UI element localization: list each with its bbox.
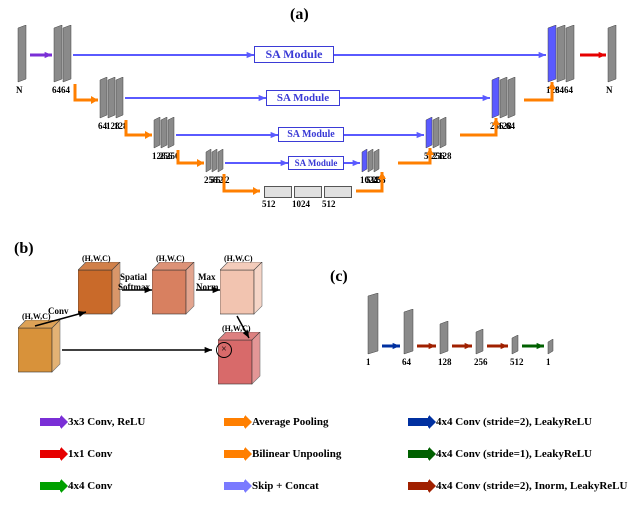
panel_a-label: (a)	[290, 6, 309, 24]
panelc-label-2: 128	[438, 357, 452, 367]
panel_c-label: (c)	[330, 268, 348, 286]
dec-up-1	[390, 140, 438, 171]
arrow-input	[22, 47, 60, 63]
sa-module-0: SA Module	[254, 46, 334, 63]
enc-label-5-1: 1024	[292, 199, 310, 209]
panelb-b3-label: (H,W,C)	[224, 254, 253, 263]
legend-text: 4x4 Conv (stride=2), Inorm, LeakyReLU	[436, 480, 627, 492]
arrowhead-icon	[429, 479, 436, 493]
panelb-b1-label: (H,W,C)	[82, 254, 111, 263]
dec-label-4-0: N	[606, 85, 613, 95]
legend-arrow-icon	[408, 418, 430, 426]
legend-item-1: 1x1 Conv	[40, 448, 112, 460]
enc-pool-1	[118, 112, 160, 143]
panelc-label-1: 64	[402, 357, 411, 367]
panelb-max: Max	[198, 272, 216, 282]
dec-label-2-2: 64	[506, 121, 515, 131]
legend-text: 4x4 Conv (stride=2), LeakyReLU	[436, 416, 592, 428]
dec-label-1-2: 128	[438, 151, 452, 161]
legend-item-0: 3x3 Conv, ReLU	[40, 416, 145, 428]
dec-up-2	[452, 110, 504, 143]
legend-text: Bilinear Unpooling	[252, 448, 341, 460]
sa-module-2: SA Module	[278, 127, 344, 142]
legend-arrow-icon	[224, 418, 246, 426]
arrowhead-icon	[245, 415, 252, 429]
arrowhead-icon	[61, 447, 68, 461]
arrowhead-icon	[429, 415, 436, 429]
enc-bottleneck-0	[264, 186, 292, 198]
enc-bottleneck-1	[294, 186, 322, 198]
legend-item-7: 4x4 Conv (stride=1), LeakyReLU	[408, 448, 592, 460]
legend-item-5: Skip + Concat	[224, 480, 319, 492]
legend-arrow-icon	[40, 482, 62, 490]
legend-text: 4x4 Conv (stride=1), LeakyReLU	[436, 448, 592, 460]
panelb-softmax: Softmax	[118, 282, 150, 292]
enc-label-5-2: 512	[322, 199, 336, 209]
enc-label-0-0: N	[16, 85, 23, 95]
multiply-icon: ×	[216, 342, 232, 358]
panelc-label-5: 1	[546, 357, 551, 367]
panelb-skip-arrow	[54, 342, 220, 358]
legend-text: 3x3 Conv, ReLU	[68, 416, 145, 428]
legend-item-2: 4x4 Conv	[40, 480, 112, 492]
arrow-output	[572, 47, 614, 63]
dec-block-1-2	[437, 117, 449, 151]
skip-left-3	[217, 155, 296, 171]
legend-arrow-icon	[40, 418, 62, 426]
legend-arrow-icon	[408, 482, 430, 490]
skip-left-2	[168, 127, 286, 143]
legend-text: Average Pooling	[252, 416, 328, 428]
enc-label-5-0: 512	[262, 199, 276, 209]
arrowhead-icon	[61, 415, 68, 429]
dec-label-3-2: 64	[564, 85, 573, 95]
panelc-block-5	[545, 339, 556, 357]
panel_b-label: (b)	[14, 240, 34, 258]
figure-root: (a)(b)(c)N646464128128128256256256512512…	[0, 0, 640, 514]
skip-right-0	[326, 47, 554, 63]
arrowhead-icon	[245, 447, 252, 461]
panelc-label-0: 1	[366, 357, 371, 367]
legend-text: Skip + Concat	[252, 480, 319, 492]
arrowhead-icon	[61, 479, 68, 493]
sa-module-3: SA Module	[288, 156, 344, 170]
legend-text: 4x4 Conv	[68, 480, 112, 492]
legend-arrow-icon	[40, 450, 62, 458]
arrowhead-icon	[245, 479, 252, 493]
legend-item-8: 4x4 Conv (stride=2), Inorm, LeakyReLU	[408, 480, 627, 492]
panelc-label-3: 256	[474, 357, 488, 367]
legend-arrow-icon	[224, 450, 246, 458]
panelb-conv-label: Conv	[48, 306, 69, 316]
dec-up-3	[516, 74, 560, 108]
legend-text: 1x1 Conv	[68, 448, 112, 460]
legend-arrow-icon	[408, 450, 430, 458]
enc-label-1-0: 64	[52, 85, 61, 95]
legend-item-3: Average Pooling	[224, 416, 328, 428]
panelb-b2-label: (H,W,C)	[156, 254, 185, 263]
skip-right-2	[336, 127, 432, 143]
enc-pool-2	[170, 142, 212, 171]
skip-left-1	[117, 90, 274, 106]
sa-module-1: SA Module	[266, 90, 340, 106]
arrowhead-icon	[429, 447, 436, 461]
skip-right-1	[332, 90, 498, 106]
legend-item-6: 4x4 Conv (stride=2), LeakyReLU	[408, 416, 592, 428]
legend-arrow-icon	[224, 482, 246, 490]
legend-item-4: Bilinear Unpooling	[224, 448, 341, 460]
skip-left-0	[65, 47, 262, 63]
panelb-norm: Norm	[196, 282, 219, 292]
panelc-label-4: 512	[510, 357, 524, 367]
enc-pool-0	[67, 76, 106, 108]
panelb-spatial: Spatial	[120, 272, 147, 282]
panelb-down-arrow	[229, 308, 257, 346]
